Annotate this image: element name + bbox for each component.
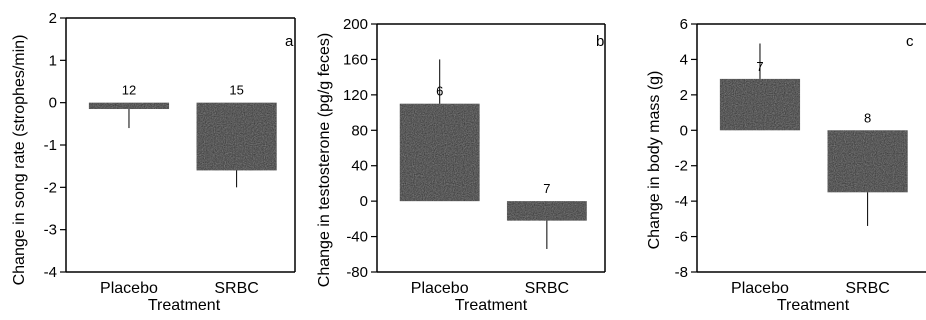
sample-size-label: 8 (864, 110, 871, 125)
bar-srbc (506, 201, 587, 221)
y-tick-label: 200 (343, 16, 368, 33)
y-tick-label: 80 (351, 122, 368, 139)
y-tick-label: -3 (44, 222, 57, 239)
y-tick-label: 2 (49, 10, 57, 27)
y-tick-label: 120 (343, 87, 368, 104)
sample-size-label: 12 (122, 83, 136, 98)
x-tick-label: Placebo (411, 280, 469, 297)
bar-placebo (719, 78, 801, 131)
sample-size-label: 15 (229, 83, 243, 98)
y-tick-label: 4 (680, 51, 688, 68)
x-axis-title: Treatment (455, 297, 528, 314)
bar-srbc (196, 102, 277, 171)
bar-srbc (827, 130, 908, 193)
y-tick-label: 1 (49, 52, 57, 69)
x-axis-title: Treatment (148, 297, 221, 314)
y-tick-label: -8 (675, 264, 688, 281)
x-tick-label: Placebo (731, 280, 789, 297)
y-tick-label: -40 (346, 229, 368, 246)
y-tick-label: -2 (44, 179, 57, 196)
y-tick-label: 0 (49, 95, 57, 112)
y-tick-label: -80 (346, 264, 368, 281)
y-tick-label: 6 (680, 16, 688, 33)
panel-letter: c (906, 33, 914, 50)
x-axis-title: Treatment (777, 297, 850, 314)
panel-letter: b (596, 33, 604, 50)
panel-letter: a (285, 33, 294, 50)
y-tick-label: 0 (680, 122, 688, 139)
panel-c: Change in body mass (g) Treatment c 7 Pla… (646, 16, 926, 314)
y-axis-title: Change in body mass (g) (646, 71, 663, 250)
y-axis-title: Change in testosterone (pg/g feces) (316, 33, 333, 287)
y-tick-label: -1 (44, 137, 57, 154)
y-axis-title: Change in song rate (strophes/min) (11, 35, 28, 286)
y-tick-label: -2 (675, 158, 688, 175)
sample-size-label: 7 (756, 59, 763, 74)
y-tick-label: -4 (675, 193, 688, 210)
x-tick-label: SRBC (525, 280, 569, 297)
y-tick-label: -4 (44, 264, 57, 281)
sample-size-label: 7 (543, 181, 550, 196)
y-tick-label: 40 (351, 158, 368, 175)
y-tick-label: -6 (675, 229, 688, 246)
y-tick-label: 2 (680, 87, 688, 104)
y-tick-label: 160 (343, 51, 368, 68)
x-tick-label: SRBC (845, 280, 889, 297)
bar-placebo (399, 103, 480, 202)
sample-size-label: 6 (436, 84, 443, 99)
x-tick-label: SRBC (214, 280, 258, 297)
y-tick-label: 0 (360, 193, 368, 210)
panel-b: Change in testosterone (pg/g feces) Trea… (316, 16, 606, 314)
bar-placebo (88, 102, 170, 110)
panel-a: Change in song rate (strophes/min) Treat… (11, 10, 296, 314)
x-tick-label: Placebo (100, 280, 158, 297)
